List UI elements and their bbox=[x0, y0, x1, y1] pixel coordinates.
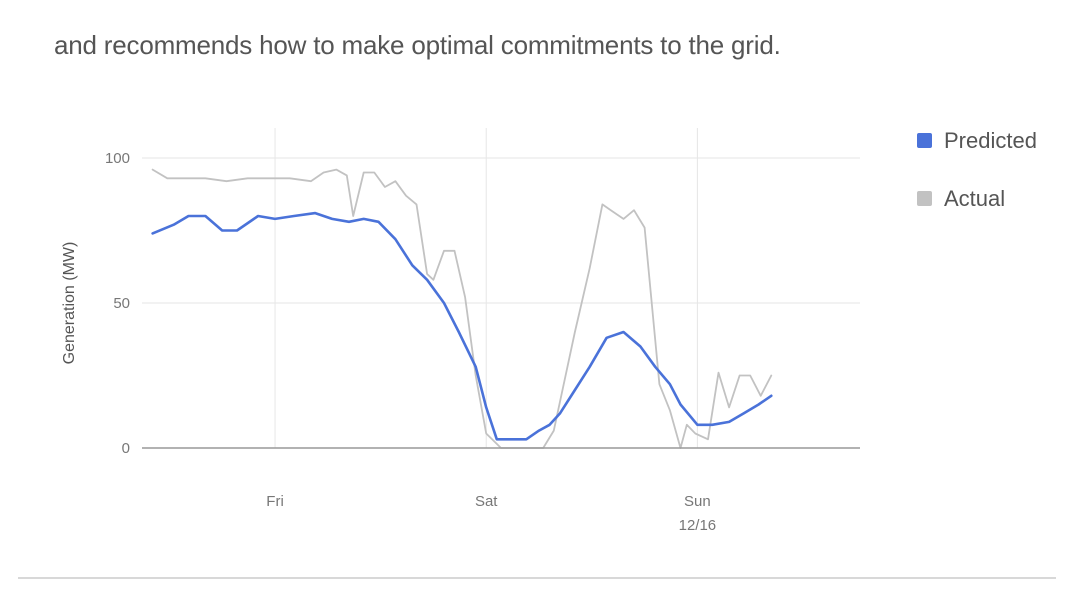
x-tick-label: Sun bbox=[684, 493, 711, 510]
x-tick-sublabel: 12/16 bbox=[679, 517, 717, 534]
y-tick-label: 50 bbox=[113, 295, 130, 312]
y-tick-label: 100 bbox=[105, 150, 130, 167]
x-tick-label: Sat bbox=[475, 493, 498, 510]
y-tick-label: 0 bbox=[122, 440, 130, 457]
legend-swatch-predicted bbox=[917, 133, 932, 148]
y-axis-label: Generation (MW) bbox=[61, 242, 78, 365]
y-axis-ticks: 0 50 100 bbox=[105, 150, 130, 457]
series-line-predicted bbox=[151, 211, 773, 441]
chart-legend: Predicted Actual bbox=[917, 128, 1037, 211]
chart-series bbox=[151, 168, 773, 449]
legend-label-predicted: Predicted bbox=[944, 128, 1037, 153]
legend-swatch-actual bbox=[917, 191, 932, 206]
x-tick-label: Fri bbox=[266, 493, 284, 510]
chart-gridlines bbox=[142, 128, 860, 448]
intro-text: and recommends how to make optimal commi… bbox=[54, 30, 781, 60]
bottom-divider bbox=[18, 577, 1056, 579]
legend-label-actual: Actual bbox=[944, 186, 1005, 211]
x-axis-ticks: Fri Sat Sun 12/16 bbox=[266, 493, 716, 534]
series-line-actual bbox=[151, 168, 773, 449]
